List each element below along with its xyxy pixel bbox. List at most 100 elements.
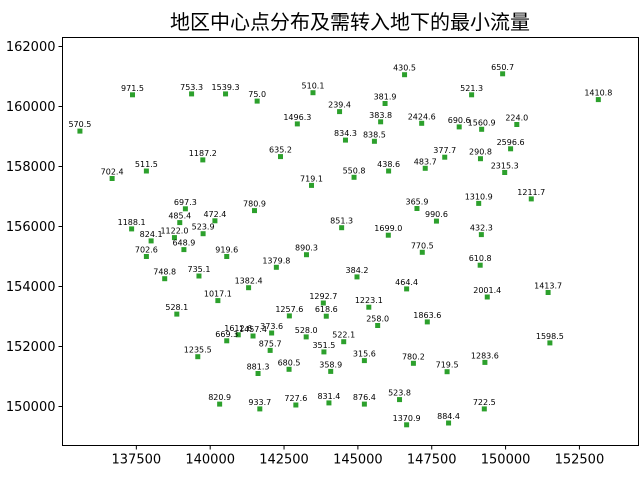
data-point-label: 748.8 — [153, 268, 176, 277]
y-tick-label: 150000 — [6, 400, 56, 415]
data-point — [303, 252, 309, 258]
data-point-label: 669.3 — [215, 330, 238, 339]
data-point — [482, 359, 488, 365]
data-point-label: 1017.1 — [204, 290, 232, 299]
data-point — [294, 121, 300, 127]
data-point — [217, 401, 223, 407]
data-point-label: 239.4 — [328, 101, 351, 110]
data-point — [77, 128, 83, 134]
data-point-label: 438.6 — [377, 160, 400, 169]
x-tick-label: 140000 — [185, 453, 235, 468]
data-point — [476, 200, 482, 206]
data-point-label: 697.3 — [174, 198, 197, 207]
data-point — [328, 368, 334, 374]
data-point — [148, 238, 154, 244]
data-point-label: 834.3 — [334, 129, 357, 138]
data-point — [354, 274, 360, 280]
data-point — [502, 170, 508, 175]
data-point — [255, 371, 261, 376]
data-point — [469, 92, 475, 98]
data-point — [404, 286, 410, 292]
data-point — [286, 366, 292, 372]
data-point-label: 1598.5 — [536, 332, 564, 341]
data-point-label: 464.4 — [395, 278, 418, 287]
data-point-label: 875.7 — [259, 339, 282, 348]
data-point-label: 735.1 — [188, 265, 211, 274]
x-tick-label: 150000 — [481, 453, 531, 468]
data-point-label: 610.8 — [469, 254, 492, 263]
data-point-label: 1370.9 — [393, 414, 421, 423]
data-point-label: 2315.3 — [491, 162, 519, 171]
data-point-label: 523.9 — [192, 223, 215, 232]
data-point — [545, 290, 551, 295]
data-point — [215, 298, 221, 304]
data-point-label: 884.4 — [437, 412, 460, 421]
data-point-label: 2596.6 — [497, 138, 525, 147]
data-point-label: 381.9 — [374, 93, 397, 102]
data-point — [378, 119, 384, 125]
data-point — [341, 339, 347, 345]
data-point-label: 351.5 — [312, 341, 335, 350]
data-point-label: 722.5 — [473, 398, 496, 407]
data-point — [303, 334, 309, 340]
data-point — [254, 98, 260, 104]
data-point-label: 377.7 — [433, 146, 456, 155]
x-tick-label: 137500 — [112, 453, 162, 468]
data-point-label: 780.9 — [243, 200, 266, 209]
data-point-label: 523.8 — [388, 389, 411, 398]
data-point — [508, 146, 514, 152]
data-point-label: 373.6 — [260, 322, 283, 331]
data-point-label: 432.3 — [470, 224, 493, 233]
data-point — [130, 92, 136, 98]
data-point-label: 1223.1 — [355, 296, 383, 305]
data-point-label: 1187.2 — [189, 149, 217, 158]
data-point — [182, 206, 188, 212]
plot-frame — [62, 37, 639, 446]
data-point — [286, 313, 292, 319]
data-point — [323, 313, 329, 319]
data-point-label: 727.6 — [284, 394, 307, 403]
data-point — [267, 347, 273, 353]
data-point-label: 770.5 — [411, 241, 434, 250]
data-point — [419, 120, 425, 126]
data-point-label: 1496.3 — [283, 113, 311, 122]
data-point — [442, 154, 448, 160]
data-point-label: 990.6 — [425, 210, 448, 219]
data-point-label: 550.8 — [343, 166, 366, 175]
data-point-label: 315.6 — [353, 350, 376, 359]
data-point — [293, 402, 299, 408]
data-point-label: 483.7 — [414, 157, 437, 166]
data-point — [196, 273, 202, 279]
data-point — [171, 235, 177, 241]
x-tick-label: 142500 — [259, 453, 309, 468]
data-point — [371, 138, 377, 144]
data-point-label: 430.5 — [393, 64, 416, 73]
data-point — [481, 406, 487, 412]
data-point-label: 635.2 — [269, 146, 292, 155]
data-point — [181, 247, 187, 253]
data-point-label: 485.4 — [168, 212, 191, 221]
data-point — [351, 174, 357, 180]
data-point — [385, 232, 391, 238]
data-point-label: 1457.4 — [239, 325, 267, 334]
data-point-label: 650.7 — [491, 63, 514, 72]
data-point — [404, 422, 410, 428]
data-point-label: 851.3 — [330, 217, 353, 226]
data-point-label: 1188.1 — [118, 218, 146, 227]
data-point-label: 1539.3 — [212, 83, 240, 92]
data-point — [250, 333, 256, 339]
data-point — [143, 168, 149, 174]
data-point-label: 1699.0 — [374, 224, 402, 233]
data-point — [382, 101, 388, 106]
data-point — [478, 232, 484, 238]
y-tick-label: 158000 — [6, 160, 56, 175]
data-point — [177, 220, 183, 226]
data-point-label: 75.0 — [248, 90, 266, 99]
data-point — [252, 208, 257, 214]
data-point-label: 522.1 — [332, 331, 355, 340]
data-point — [310, 90, 316, 96]
axes-layer: 137500 140000 142500 145000 147500 150000 1525… — [6, 40, 604, 468]
data-point — [195, 354, 201, 360]
data-point-label: 358.9 — [319, 360, 342, 369]
